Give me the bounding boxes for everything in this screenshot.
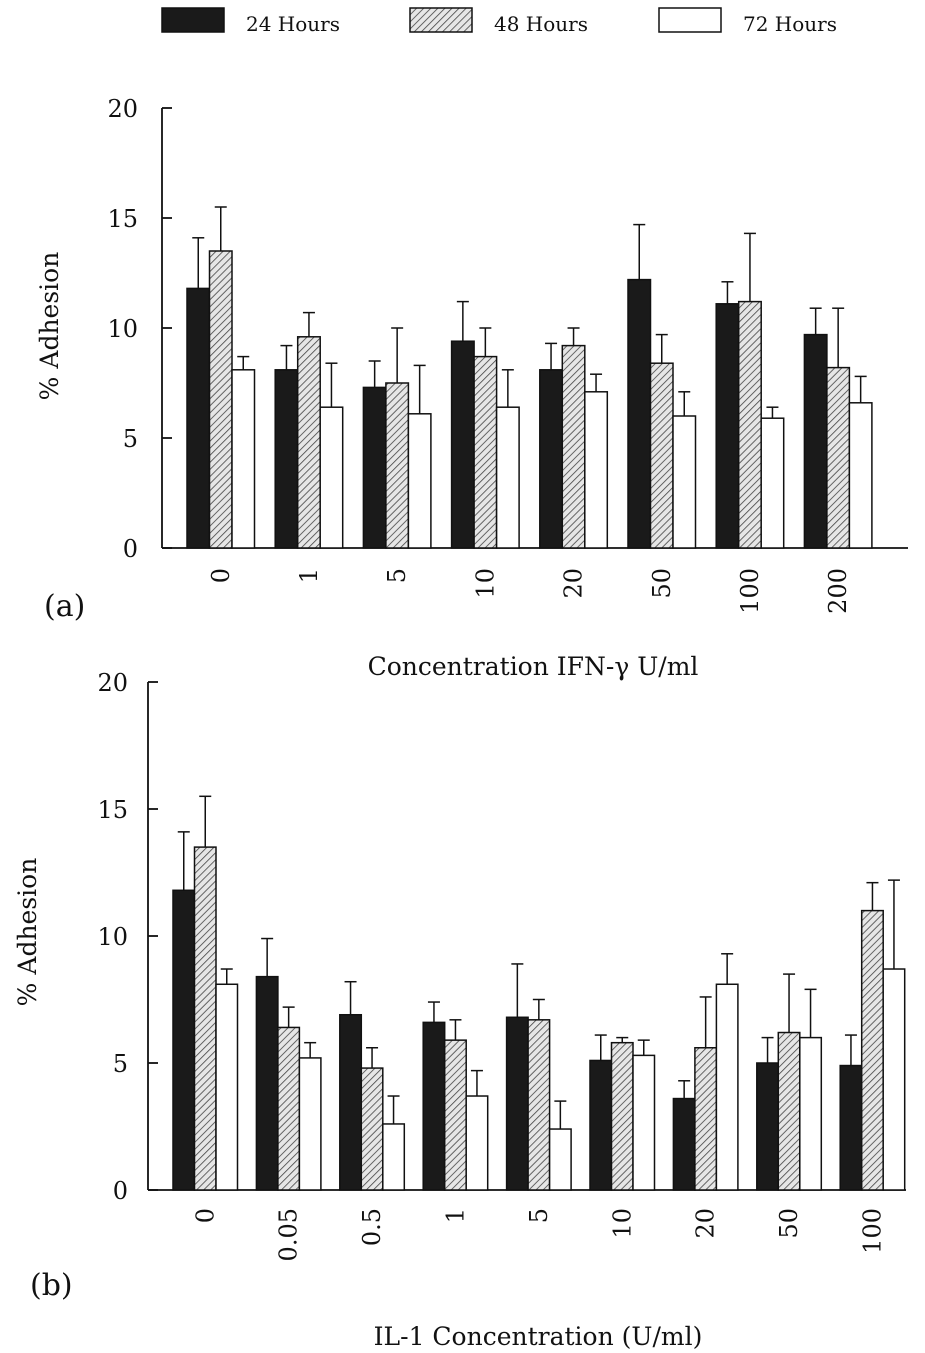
bar-48h (777, 1031, 801, 1191)
x-tick-label: 100 (858, 1208, 886, 1254)
bar-48h (385, 382, 410, 549)
bar-24h (589, 1059, 613, 1191)
bar-72h (548, 1128, 572, 1191)
bar-48h (193, 846, 217, 1191)
legend-swatch-72h (658, 7, 722, 33)
x-tick-label: 0.5 (358, 1208, 386, 1246)
bar-72h (319, 406, 344, 549)
y-tick-label: 20 (97, 669, 128, 697)
bar-24h (255, 975, 279, 1191)
bar-72h (407, 413, 432, 549)
bar-72h (760, 417, 785, 549)
bar-72h (848, 402, 873, 549)
y-tick-label: 10 (97, 923, 128, 951)
bar-48h (610, 1041, 634, 1191)
bar-24h (450, 340, 475, 549)
y-tick-label: 5 (123, 425, 138, 453)
x-tick-label: 50 (648, 568, 676, 599)
x-axis-label: IL-1 Concentration (U/ml) (374, 1322, 703, 1351)
x-tick-label: 20 (692, 1208, 720, 1239)
bar-24h (274, 369, 299, 549)
panel-label: (a) (44, 589, 85, 624)
bar-24h (505, 1016, 529, 1191)
bar-72h (584, 391, 609, 549)
y-tick-label: 10 (107, 315, 138, 343)
x-tick-label: 0 (207, 568, 235, 583)
x-tick-label: 5 (383, 568, 411, 583)
bar-72h (298, 1057, 322, 1191)
y-tick-label: 0 (113, 1177, 128, 1205)
x-tick-label: 10 (471, 568, 499, 599)
x-tick-label: 20 (560, 568, 588, 599)
bar-72h (215, 983, 239, 1191)
x-tick-label: 200 (824, 568, 852, 614)
bar-48h (277, 1026, 301, 1191)
bar-48h (208, 250, 233, 549)
bar-48h (443, 1039, 467, 1191)
x-tick-label: 50 (775, 1208, 803, 1239)
y-axis-label: % Adhesion (35, 252, 64, 401)
x-tick-label: 100 (736, 568, 764, 614)
legend-swatch-48h (409, 7, 473, 33)
bar-72h (715, 983, 739, 1191)
bar-72h (465, 1095, 489, 1191)
bar-24h (172, 889, 196, 1191)
bar-24h (715, 303, 740, 549)
bar-48h (360, 1067, 384, 1191)
y-tick-label: 15 (107, 205, 138, 233)
legend-label-24h: 24 Hours (246, 12, 340, 36)
bar-24h (186, 287, 211, 549)
y-tick-label: 15 (97, 796, 128, 824)
bar-24h (672, 1097, 696, 1191)
y-tick-label: 5 (113, 1050, 128, 1078)
bar-72h (495, 406, 520, 549)
bar-48h (527, 1019, 551, 1191)
bar-24h (839, 1064, 863, 1191)
bar-72h (882, 968, 906, 1191)
legend-swatch-24h (161, 7, 225, 33)
legend-label-48h: 48 Hours (494, 12, 588, 36)
y-tick-label: 20 (107, 95, 138, 123)
bar-24h (756, 1062, 780, 1191)
legend-label-72h: 72 Hours (743, 12, 837, 36)
panel-label: (b) (30, 1268, 73, 1303)
bar-72h (799, 1036, 823, 1191)
x-tick-label: 1 (441, 1208, 469, 1223)
bar-24h (339, 1013, 363, 1191)
x-tick-label: 0 (191, 1208, 219, 1223)
bar-48h (694, 1047, 718, 1191)
bar-72h (672, 415, 697, 549)
legend: 24 Hours 48 Hours 72 Hours (161, 7, 837, 36)
bar-24h (627, 278, 652, 549)
bar-48h (296, 336, 321, 549)
bar-48h (561, 344, 586, 549)
x-tick-label: 0.05 (275, 1208, 303, 1261)
x-tick-label: 5 (525, 1208, 553, 1223)
bar-24h (362, 386, 387, 549)
bar-48h (473, 355, 498, 549)
x-axis-label: Concentration IFN-γ U/ml (368, 652, 699, 681)
bar-72h (382, 1123, 406, 1191)
bar-48h (826, 366, 851, 549)
bar-24h (422, 1021, 446, 1191)
x-tick-label: 10 (608, 1208, 636, 1239)
bar-24h (539, 369, 564, 549)
bar-72h (231, 369, 256, 549)
x-tick-label: 1 (295, 568, 323, 583)
bar-24h (803, 333, 828, 549)
bar-48h (649, 362, 674, 549)
bar-48h (737, 300, 762, 549)
bar-72h (632, 1054, 656, 1191)
y-tick-label: 0 (123, 535, 138, 563)
y-axis-label: % Adhesion (13, 858, 42, 1007)
bar-48h (860, 909, 884, 1191)
